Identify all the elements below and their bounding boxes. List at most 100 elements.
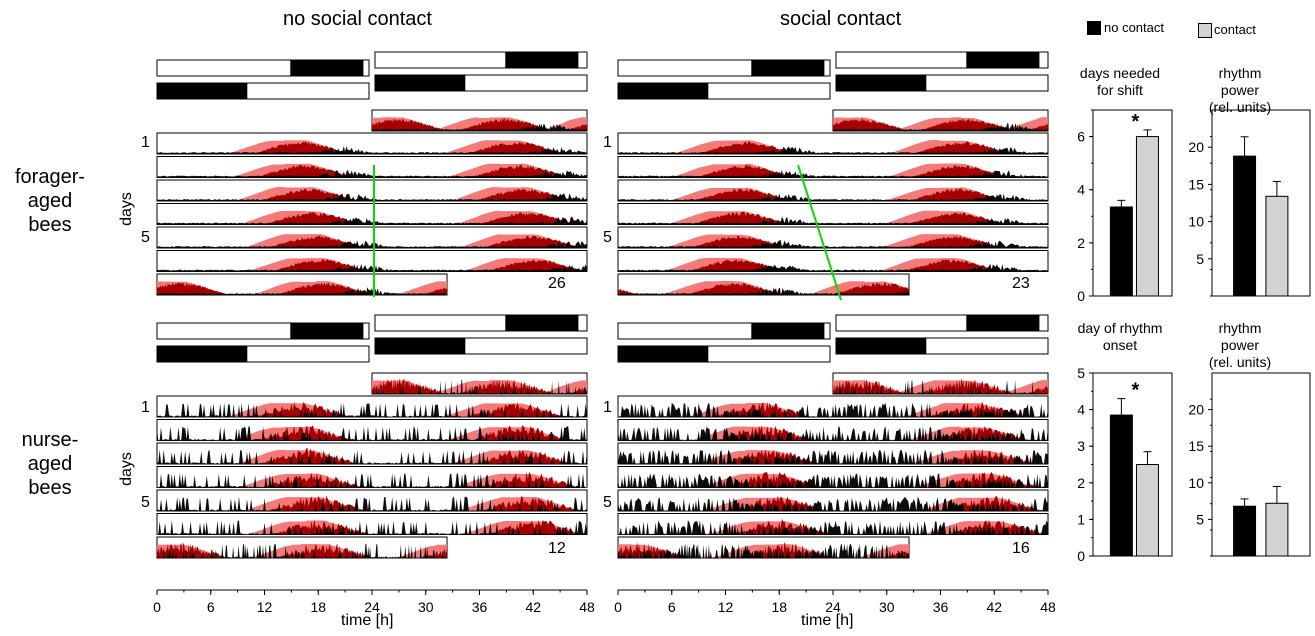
column-title-no-contact: no social contact — [283, 8, 432, 30]
bar-2-contact — [1265, 195, 1289, 297]
track-day-2-nc-activity — [618, 426, 1048, 441]
ld-dark-b2 — [836, 75, 927, 91]
y-tick-label-1-4: 4 — [1077, 182, 1085, 198]
track-day-5-fn — [156, 226, 588, 249]
track-day-3-fc-activity-overlap — [618, 188, 1048, 201]
track-day-3-nn — [156, 442, 588, 465]
row-label-nurse: nurse- aged bees — [21, 429, 79, 499]
ld-dark-b1 — [157, 83, 248, 99]
day-tick-forager-left-5: 5 — [141, 229, 150, 246]
light-dark-schedule-nc — [617, 314, 1049, 363]
time-tick-label-right-42: 42 — [986, 599, 1002, 615]
day-tick-forager-left-1: 1 — [141, 134, 150, 151]
shift-line-fc — [797, 164, 842, 301]
track-day-6-nn-activity-overlap — [157, 519, 587, 535]
row-label-forager: forager- aged bees — [14, 166, 86, 236]
track-day-5-fc-activity — [618, 239, 1048, 248]
track-day-2-nn-activity-overlap — [157, 424, 587, 441]
track-day-6-nn — [156, 513, 588, 535]
y-tick-label-3-0: 0 — [1077, 548, 1085, 564]
track-top-fc — [832, 109, 1049, 132]
track-day-7-fn — [156, 273, 448, 296]
track-day-3-nc-activity-overlap — [618, 448, 1048, 464]
track-day-4-fn-temperature — [157, 210, 587, 225]
track-day-5-nc-temperature — [618, 497, 1048, 511]
y-tick-label-2-10: 10 — [1188, 214, 1204, 230]
bar-chart-3: 0 1 2 3 4 5 * — [1077, 365, 1173, 564]
track-day-5-fc-activity-overlap — [618, 235, 1048, 248]
legend-swatch-no-contact — [1087, 21, 1101, 35]
time-tick-label-left-18: 18 — [310, 599, 326, 615]
track-day-3-nn-activity-overlap — [157, 448, 587, 464]
track-day-3-fn-temperature — [157, 187, 587, 201]
time-tick-label-right-48: 48 — [1040, 599, 1056, 615]
time-tick-label-left-6: 6 — [207, 599, 215, 615]
track-day-3-fn-activity-overlap — [157, 188, 587, 201]
ld-dark-b1 — [157, 346, 248, 362]
track-day-1-fn-activity-overlap — [157, 141, 587, 154]
track-day-5-nn-activity-overlap — [157, 495, 587, 511]
track-day-5-nc — [617, 489, 1049, 512]
track-day-2-fc-activity — [618, 169, 1048, 178]
time-axis-right: 0 6 12 18 24 30 36 42 48 — [614, 589, 1056, 615]
track-top-nc — [832, 372, 1049, 395]
y-tick-label-2-15: 15 — [1188, 176, 1204, 192]
track-top-nn-activity-overlap — [372, 378, 587, 394]
track-day-2-fc — [617, 156, 1049, 178]
time-tick-label-right-12: 12 — [718, 599, 734, 615]
actogram-nc — [617, 314, 1049, 559]
track-day-6-fn-activity — [157, 264, 587, 272]
bar-2-no-contact — [1233, 155, 1257, 297]
track-day-4-fc-activity-overlap — [618, 211, 1048, 225]
legend-swatch-contact — [1198, 23, 1212, 38]
track-top-nc-activity-overlap — [833, 378, 1048, 394]
track-day-6-nn-activity — [157, 520, 587, 535]
track-day-6-fn-temperature — [157, 258, 587, 272]
ld-dark-a1 — [290, 60, 364, 76]
bar-chart-1-title: days needed for shift — [1079, 65, 1161, 98]
track-day-5-nn — [156, 489, 588, 512]
bar-3-contact — [1135, 464, 1159, 557]
track-day-4-nn-activity-overlap — [157, 471, 587, 488]
y-tick-label-4-20: 20 — [1188, 402, 1204, 418]
ld-dark-a2 — [505, 52, 579, 68]
track-day-4-nc — [617, 466, 1049, 488]
y-tick-label-3-1: 1 — [1077, 511, 1085, 527]
track-day-6-fc-activity — [618, 263, 1048, 272]
actogram-fn — [156, 51, 588, 297]
track-day-1-nc-activity — [618, 402, 1048, 417]
track-day-4-nn-activity — [157, 473, 587, 488]
time-axis-label-left: time [h] — [341, 612, 394, 629]
track-day-7-nn-activity — [157, 543, 447, 558]
track-day-4-nn — [156, 466, 588, 488]
bar-4-contact — [1265, 502, 1289, 557]
track-day-5-nn-activity — [157, 496, 587, 511]
track-day-4-fn — [156, 203, 588, 225]
track-day-5-nc-activity-overlap — [618, 495, 1048, 511]
track-day-3-fn — [156, 179, 588, 202]
track-day-1-fn-activity — [157, 146, 587, 154]
bar-4-no-contact — [1233, 505, 1257, 557]
time-axis-label-right: time [h] — [801, 612, 854, 629]
track-day-6-fn — [156, 250, 588, 272]
track-top-fc-activity — [833, 122, 1048, 131]
day-tick-forager-right-5: 5 — [603, 229, 612, 246]
track-day-1-fc — [617, 132, 1049, 155]
track-day-1-nn-activity — [157, 402, 587, 417]
light-dark-schedule-fc — [617, 51, 1049, 100]
track-day-1-fn — [156, 132, 588, 155]
actogram-nn — [156, 314, 588, 559]
ld-dark-a2 — [505, 315, 579, 331]
bar-chart-2-title: rhythm power (rel. units) — [1208, 65, 1272, 115]
significance-marker-1: * — [1131, 111, 1139, 133]
time-tick-label-left-12: 12 — [257, 599, 273, 615]
track-day-5-fn-activity-overlap — [157, 235, 587, 248]
track-day-4-fc-activity — [618, 216, 1048, 225]
track-day-3-fc — [617, 179, 1049, 202]
bar-1-no-contact — [1109, 206, 1133, 297]
time-tick-label-right-36: 36 — [933, 599, 949, 615]
actogram-id-forager-contact: 23 — [1012, 275, 1030, 292]
ld-dark-a1 — [751, 60, 825, 76]
y-tick-label-2-20: 20 — [1188, 139, 1204, 155]
track-day-3-nc-temperature — [618, 450, 1048, 464]
